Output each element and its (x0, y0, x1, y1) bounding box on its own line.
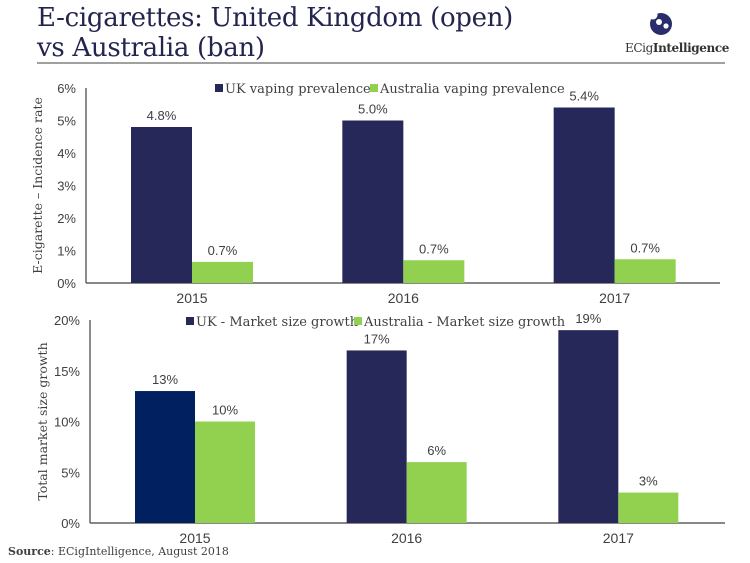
chart-vaping-prevalence: 0% 1% 2% 3% 4% 5% 6% E-cigarette – Incidence ra… (30, 81, 720, 306)
uk-bar-2015 (131, 127, 192, 283)
y-tick-label: 1% (57, 244, 76, 259)
y-tick-label: 0% (57, 276, 76, 291)
data-label: 5.0% (358, 102, 388, 117)
y-axis-title: Total market size growth (35, 342, 50, 500)
title-line-1: E-cigarettes: United Kingdom (open) (37, 3, 514, 33)
legend-swatch-uk (186, 317, 194, 325)
legend-label-uk: UK vaping prevalence (225, 82, 371, 97)
x-tick-label-2016: 2016 (391, 530, 422, 546)
source-text: : ECigIntelligence, August 2018 (50, 545, 229, 558)
x-tick-label-2016: 2016 (388, 290, 419, 306)
brand-logo: ECigIntelligence (625, 12, 735, 60)
uk-bar-2016 (342, 120, 404, 283)
page-title: E-cigarettes: United Kingdom (open) vs A… (37, 3, 513, 63)
logo-wordmark: ECigIntelligence (625, 41, 735, 55)
y-tick-label: 15% (54, 364, 80, 379)
data-label: 6% (427, 443, 446, 458)
australia-bar-2016 (406, 462, 467, 523)
data-label: 3% (639, 474, 658, 489)
y-tick-label: 4% (57, 146, 76, 161)
legend-label-australia: Australia vaping prevalence (379, 82, 565, 97)
data-label: 17% (364, 331, 390, 346)
data-label: 19% (575, 311, 601, 326)
logo-text-light: ECig (625, 41, 653, 55)
y-tick-label: 2% (57, 211, 76, 226)
australia-bar-2016 (403, 260, 465, 283)
y-tick-label: 5% (57, 114, 76, 129)
australia-bar-2017 (614, 259, 676, 283)
title-divider (37, 62, 725, 64)
legend-label-uk: UK - Market size growth (196, 315, 359, 330)
source-note: Source: ECigIntelligence, August 2018 (8, 545, 229, 558)
y-tick-label: 5% (61, 465, 80, 480)
x-tick-label-2017: 2017 (599, 290, 630, 306)
legend-swatch-uk (215, 84, 223, 92)
x-tick-label-2015: 2015 (179, 530, 210, 546)
legend-label-australia: Australia - Market size growth (363, 315, 566, 330)
australia-bar-2015 (195, 421, 255, 523)
data-label: 0.7% (208, 243, 238, 258)
data-label: 4.8% (147, 108, 177, 123)
source-label: Source (8, 545, 51, 558)
data-label: 13% (152, 372, 178, 387)
y-tick-label: 6% (57, 81, 76, 96)
x-tick-label-2015: 2015 (176, 290, 207, 306)
uk-bar-2015 (135, 391, 195, 523)
uk-bar-2017 (558, 330, 619, 523)
australia-bar-2017 (618, 492, 679, 523)
legend-swatch-australia (370, 84, 378, 92)
y-axis-title: E-cigarette – Incidence rate (30, 97, 45, 274)
logo-text-bold: Intelligence (652, 41, 729, 55)
ecigintelligence-logo-icon (649, 12, 672, 35)
uk-bar-2016 (346, 350, 407, 523)
uk-bar-2017 (553, 107, 615, 283)
australia-bar-2015 (192, 261, 253, 283)
data-label: 5.4% (569, 89, 599, 104)
title-line-2: vs Australia (ban) (37, 33, 265, 63)
y-tick-label: 3% (57, 179, 76, 194)
x-tick-label-2017: 2017 (603, 530, 634, 546)
data-label: 0.7% (630, 240, 660, 255)
y-tick-label: 0% (61, 516, 80, 531)
y-tick-label: 20% (54, 313, 80, 328)
legend-swatch-australia (354, 317, 362, 325)
data-label: 0.7% (419, 241, 449, 256)
y-tick-label: 10% (54, 415, 80, 430)
data-label: 10% (212, 403, 238, 418)
